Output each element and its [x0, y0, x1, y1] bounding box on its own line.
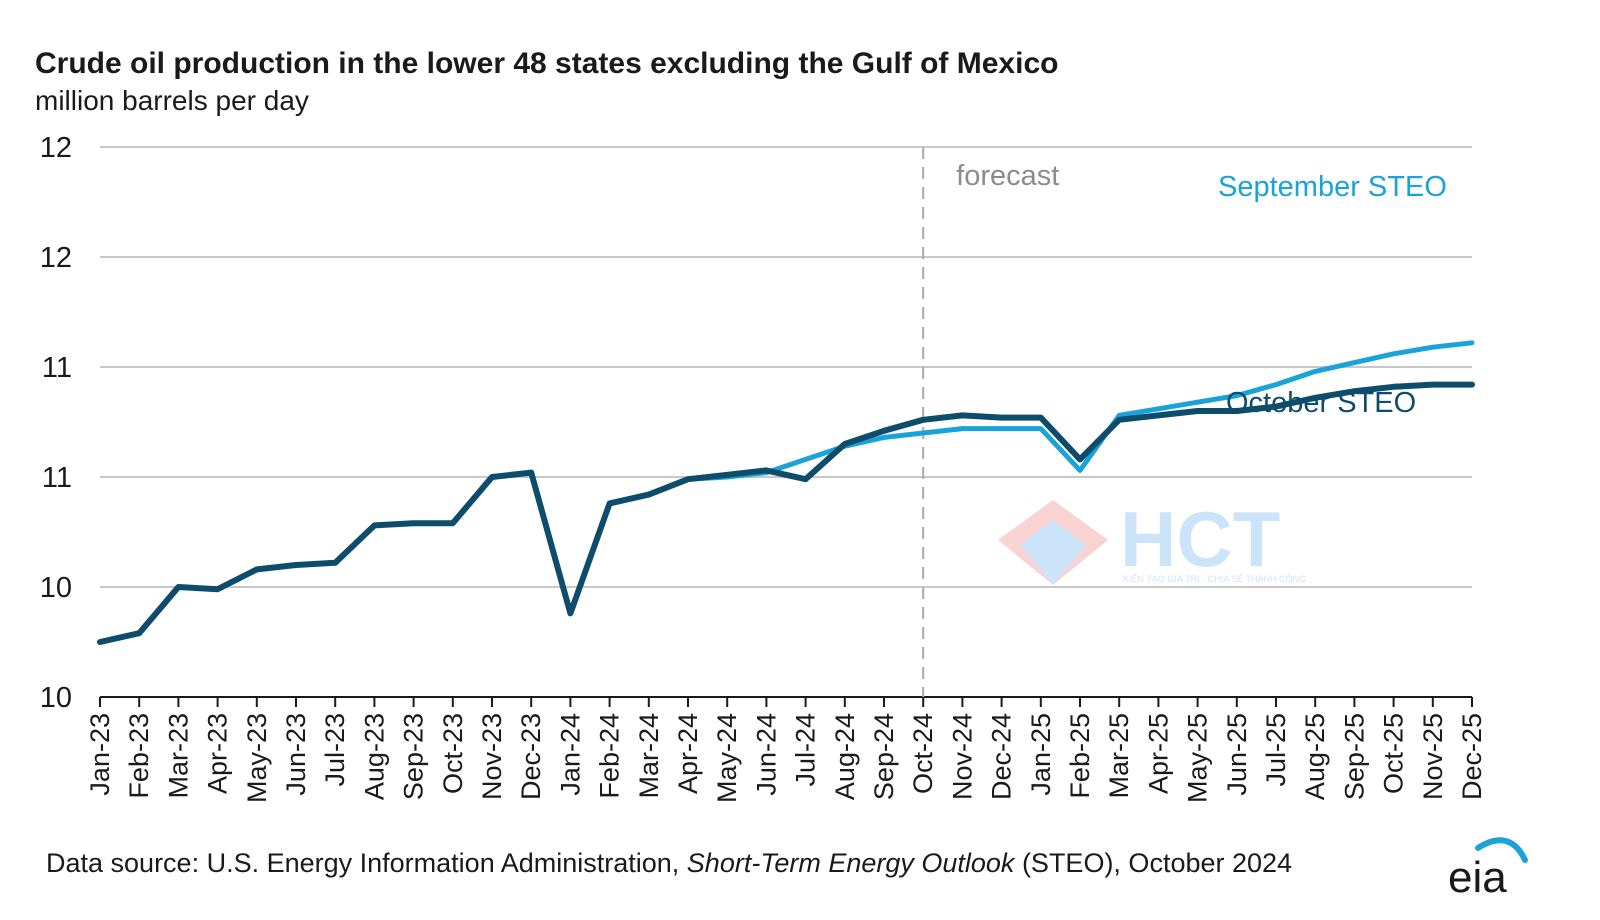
source-suffix: (STEO), October 2024: [1014, 848, 1292, 878]
x-tick-label: Jul-24: [791, 713, 821, 787]
x-tick-label: May-24: [712, 713, 742, 803]
chart-title: Crude oil production in the lower 48 sta…: [35, 47, 1058, 80]
x-tick-label: Sep-25: [1339, 713, 1369, 800]
forecast-marker: forecast: [922, 147, 1059, 697]
x-tick-label: Jan-25: [1026, 713, 1056, 796]
x-tick-label: Jul-23: [320, 713, 350, 787]
source-italic: Short-Term Energy Outlook: [687, 848, 1016, 878]
source-prefix: Data source: U.S. Energy Information Adm…: [46, 848, 687, 878]
source-note: Data source: U.S. Energy Information Adm…: [46, 848, 1292, 878]
chart-subtitle: million barrels per day: [35, 85, 309, 116]
y-axis-ticks: 10 10 11 11 12 12: [40, 132, 72, 714]
hct-watermark: HCT KIẾN TẠO GIÁ TRỊ - CHIA SẺ THÀNH CÔN…: [998, 495, 1306, 585]
x-tick-label: Feb-24: [595, 713, 625, 799]
x-axis-ticks: Jan-23 Feb-23 Mar-23 Apr-23 May-23 Jun-23 Jul-…: [85, 697, 1487, 803]
x-tick-label: Aug-25: [1300, 713, 1330, 800]
september-steo-label: September STEO: [1218, 171, 1447, 203]
x-tick-label: Apr-24: [673, 713, 703, 794]
x-tick-label: Mar-24: [634, 713, 664, 799]
y-tick-label: 10: [40, 682, 72, 714]
x-tick-label: May-23: [242, 713, 272, 803]
x-tick-label: Jan-23: [85, 713, 115, 796]
x-tick-label: Feb-23: [124, 713, 154, 799]
x-tick-label: Oct-23: [438, 713, 468, 794]
x-tick-label: Aug-24: [830, 713, 860, 800]
watermark-text: HCT: [1120, 495, 1280, 583]
watermark-diamond-red: [998, 500, 1108, 585]
y-tick-label: 12: [40, 132, 72, 164]
x-tick-label: Oct-24: [908, 713, 938, 794]
x-tick-label: Nov-25: [1418, 713, 1448, 800]
x-tick-label: Apr-25: [1143, 713, 1173, 794]
x-tick-label: Sep-24: [869, 713, 899, 800]
x-tick-label: Dec-24: [987, 713, 1017, 800]
watermark-tagline: KIẾN TẠO GIÁ TRỊ - CHIA SẺ THÀNH CÔNG: [1123, 573, 1306, 584]
x-tick-label: Feb-25: [1065, 713, 1095, 799]
eia-logo-swoosh: [1475, 837, 1528, 863]
forecast-label: forecast: [956, 160, 1059, 192]
y-tick-label: 10: [40, 572, 72, 604]
eia-logo-text: eia: [1448, 853, 1507, 902]
x-tick-label: Dec-25: [1457, 713, 1487, 800]
x-tick-label: Jun-24: [751, 713, 781, 796]
y-tick-label: 12: [40, 242, 72, 274]
x-tick-label: Aug-23: [359, 713, 389, 800]
series-lines: [97, 340, 1475, 645]
y-tick-label: 11: [42, 462, 72, 494]
x-tick-label: Jan-24: [555, 713, 585, 796]
eia-logo: eia: [1448, 837, 1528, 902]
y-tick-label: 11: [42, 352, 72, 384]
x-tick-label: Nov-23: [477, 713, 507, 800]
x-tick-label: Mar-25: [1104, 713, 1134, 799]
x-tick-label: Jul-25: [1261, 713, 1291, 787]
watermark-diamond-blue: [1020, 520, 1086, 585]
x-tick-label: Mar-23: [163, 713, 193, 799]
x-tick-label: Dec-23: [516, 713, 546, 800]
x-tick-label: Jun-23: [281, 713, 311, 796]
x-tick-label: Oct-25: [1379, 713, 1409, 794]
x-tick-label: Sep-23: [399, 713, 429, 800]
gridlines: [100, 146, 1472, 588]
series-line-october-steo: [97, 381, 1475, 645]
x-tick-label: Apr-23: [203, 713, 233, 794]
x-tick-label: Jun-25: [1222, 713, 1252, 796]
x-tick-label: Nov-24: [947, 713, 977, 800]
october-steo-label: October STEO: [1226, 387, 1416, 419]
x-tick-label: May-25: [1183, 713, 1213, 803]
